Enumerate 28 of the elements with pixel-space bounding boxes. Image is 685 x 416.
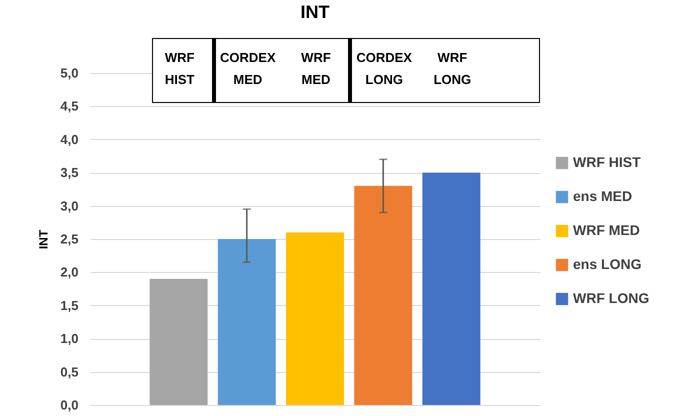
- bar: [422, 172, 480, 405]
- y-axis-title: INT: [36, 229, 50, 250]
- annotation: WRF MED: [301, 49, 331, 89]
- y-tick-label: 1,5: [60, 298, 78, 313]
- annotation: WRF LONG: [434, 49, 472, 89]
- legend-label: ens LONG: [573, 256, 642, 272]
- bar: [286, 232, 344, 405]
- legend-label: WRF MED: [573, 222, 640, 238]
- y-tick-label: 0,5: [60, 364, 78, 380]
- chart-title: INT: [300, 2, 330, 22]
- bar: [150, 278, 208, 405]
- y-tick-label: 3,0: [60, 198, 78, 214]
- bar: [218, 239, 276, 405]
- y-tick-label: 3,5: [60, 165, 78, 180]
- y-tick-label: 2,0: [60, 264, 78, 280]
- y-tick-label: 4,0: [60, 132, 78, 147]
- legend-label: WRF HIST: [573, 154, 642, 170]
- legend-label: WRF LONG: [573, 290, 650, 306]
- bar: [354, 186, 412, 405]
- annotation: WRF HIST: [164, 49, 194, 89]
- y-tick-label: 5,0: [60, 66, 78, 80]
- y-tick-label: 4,5: [60, 98, 78, 114]
- y-tick-label: 2,5: [60, 232, 78, 246]
- y-tick-label: 1,0: [60, 331, 78, 346]
- y-tick-label: 0,0: [60, 398, 78, 412]
- annotation: CORDEX MED: [220, 49, 276, 89]
- legend-label: ens MED: [573, 188, 632, 204]
- annotation: CORDEX LONG: [356, 49, 412, 89]
